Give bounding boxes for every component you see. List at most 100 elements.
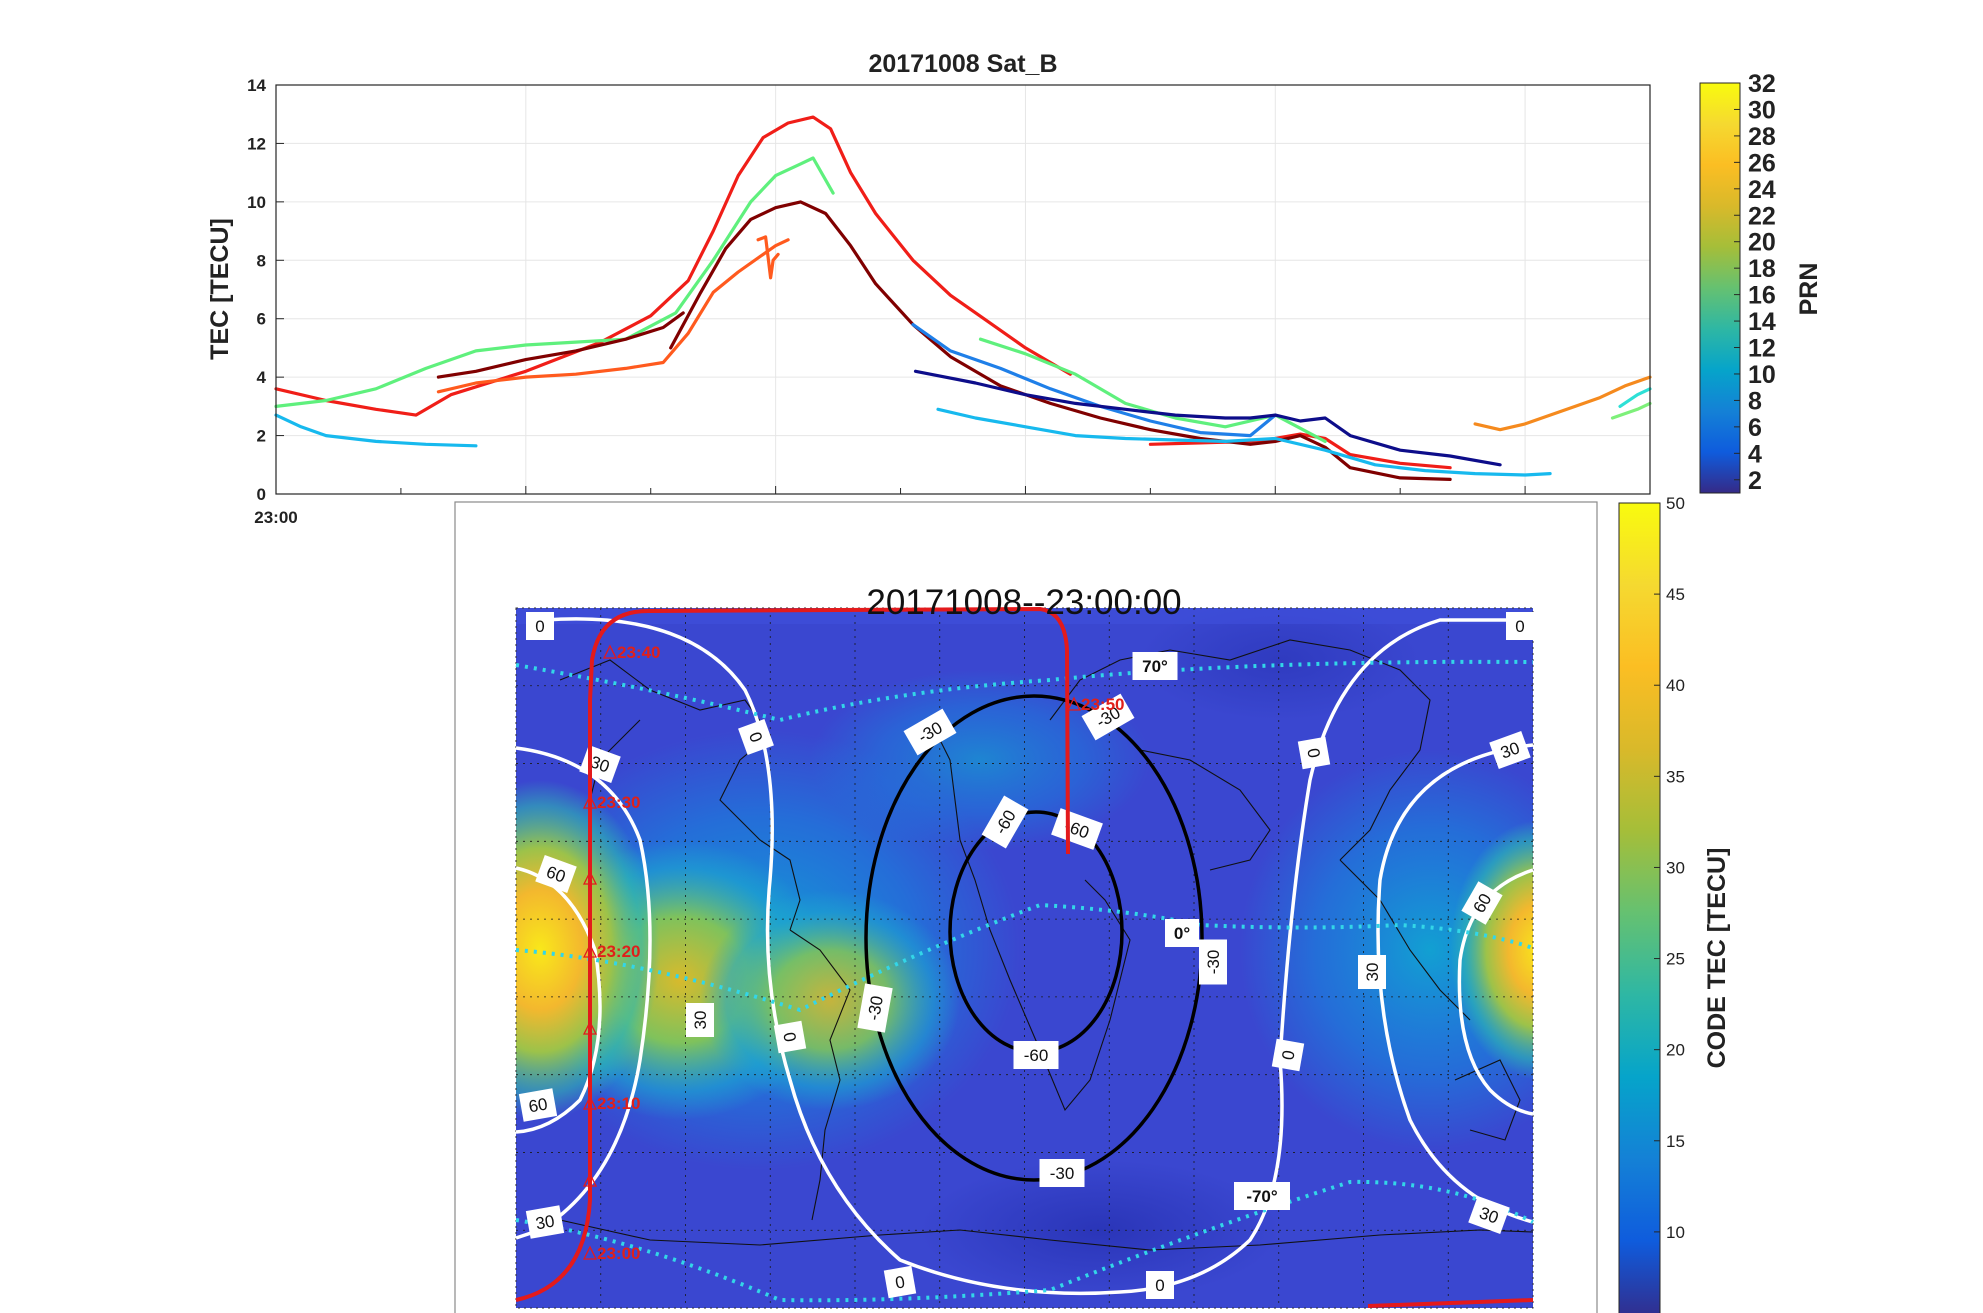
svg-text:0: 0 — [1515, 617, 1524, 636]
track-time-label: 23:20 — [597, 942, 640, 961]
series-line-14 — [1610, 401, 1652, 420]
tec-colorbar — [1618, 502, 1661, 1313]
track-marker — [582, 794, 598, 809]
lat-70 — [515, 659, 1534, 723]
svg-text:30: 30 — [534, 1211, 556, 1233]
contour-30-right — [1376, 743, 1534, 1224]
track-marker — [582, 870, 598, 885]
track-time-label: 23:40 — [617, 643, 660, 662]
tec-colorbar-ticks: 1015202530354045505 — [1654, 494, 1685, 1242]
contour-label-white: 30 — [686, 1003, 714, 1037]
prn-tick-label: 10 — [1748, 361, 1776, 389]
track-marker — [582, 1020, 598, 1035]
track-time-labels: 23:00 23:10 23:20 23:30 23:40 23:50 — [582, 643, 1124, 1263]
y-tick-label: 12 — [247, 134, 266, 153]
prn-tick-label: 6 — [1748, 414, 1762, 442]
contour-minus30 — [864, 694, 1204, 1182]
contour-label-white: 30 — [1358, 955, 1386, 989]
prn-tick-label: 2 — [1748, 467, 1762, 495]
svg-text:-30: -30 — [1204, 950, 1223, 975]
series-line-7 — [756, 235, 780, 280]
svg-text:70°: 70° — [1142, 657, 1168, 676]
track-marker — [602, 644, 618, 659]
svg-text:-60: -60 — [1024, 1046, 1049, 1065]
track-marker — [1066, 696, 1082, 711]
contour-label-black: -60 — [1013, 1041, 1059, 1069]
track-marker — [582, 1172, 598, 1187]
y-tick-label: 14 — [247, 76, 266, 95]
map-frame — [515, 607, 1534, 1309]
y-tick-label: 8 — [257, 251, 266, 270]
svg-text:0: 0 — [894, 1272, 907, 1292]
latitude-label: 70° — [1132, 652, 1178, 680]
latitude-lines — [515, 659, 1534, 1303]
series-line-13 — [1618, 387, 1652, 408]
track-marker — [582, 943, 598, 958]
track-marker — [582, 1245, 598, 1260]
prn-tick-label: 28 — [1748, 123, 1776, 151]
tec-tick-label: 30 — [1666, 858, 1685, 877]
prn-colorbar-label: PRN — [1795, 263, 1823, 316]
contour-label-black: -30 — [1081, 693, 1135, 741]
series-line-6 — [436, 238, 790, 394]
contour-label-white: 0 — [738, 719, 774, 755]
contour-0-left — [544, 617, 1533, 1296]
prn-tick-label: 14 — [1748, 308, 1776, 336]
contour-30-left — [515, 746, 652, 1240]
prn-tick-label: 30 — [1748, 96, 1776, 124]
prn-tick-label: 12 — [1748, 335, 1776, 363]
tec-tick-label: 40 — [1666, 676, 1685, 695]
contour-label-white: 30 — [1468, 1196, 1510, 1234]
series-line-11 — [913, 369, 1502, 467]
contour-label-black: -30 — [857, 983, 893, 1033]
svg-text:0: 0 — [1155, 1276, 1164, 1295]
tec-tick-label: 20 — [1666, 1041, 1685, 1060]
series-line-5 — [669, 200, 1452, 481]
prn-tick-label: 8 — [1748, 387, 1762, 415]
plot-frame — [275, 84, 1651, 495]
contour-label-black: -60 — [981, 795, 1029, 849]
y-tick-label: 10 — [247, 193, 266, 212]
svg-text:30: 30 — [1363, 963, 1382, 982]
prn-tick-label: 26 — [1748, 149, 1776, 177]
svg-text:-30: -30 — [1050, 1164, 1075, 1183]
track-time-label: 23:10 — [597, 1094, 640, 1113]
series-line-4 — [436, 311, 685, 379]
contour-label-white: 0 — [773, 1020, 807, 1054]
y-tick-label: 6 — [257, 310, 266, 329]
prn-tick-label: 24 — [1748, 176, 1776, 204]
y-tick-label: 0 — [257, 485, 266, 504]
contour-label-white: 0 — [1297, 736, 1331, 770]
svg-text:30: 30 — [691, 1011, 710, 1030]
track-marker — [582, 1095, 598, 1110]
svg-text:0: 0 — [535, 617, 544, 636]
series-line-8 — [274, 413, 478, 448]
x-tick-label: 23:00 — [254, 508, 297, 527]
tec-tick-label: 25 — [1666, 950, 1685, 969]
prn-tick-label: 22 — [1748, 202, 1776, 230]
series-layer — [274, 115, 1652, 481]
contour-label-white: 0 — [1506, 612, 1534, 640]
track-time-label: 23:00 — [597, 1244, 640, 1263]
tec-tick-label: 10 — [1666, 1223, 1685, 1242]
contour-label-white: 30 — [1489, 731, 1531, 769]
latitude-label: 0° — [1165, 919, 1199, 947]
y-tick-label: 4 — [257, 368, 267, 387]
contour-label-white: 0 — [526, 612, 554, 640]
tec-tick-label: 50 — [1666, 494, 1685, 513]
y-axis-label: TEC [TECU] — [206, 218, 234, 360]
contour-label-white: 0 — [883, 1265, 917, 1299]
svg-text:60: 60 — [527, 1094, 549, 1116]
series-line-12 — [1473, 375, 1652, 432]
svg-text:0: 0 — [1303, 747, 1323, 760]
series-line-9 — [936, 407, 1552, 477]
svg-text:-30: -30 — [864, 994, 887, 1022]
prn-tick-label: 4 — [1748, 440, 1762, 468]
prn-tick-label: 32 — [1748, 70, 1776, 98]
svg-text:0: 0 — [1278, 1049, 1298, 1062]
contour-label-white: -30 — [1199, 939, 1227, 985]
plot-area — [276, 85, 1650, 494]
chart-title: 20171008 Sat_B — [868, 50, 1057, 78]
